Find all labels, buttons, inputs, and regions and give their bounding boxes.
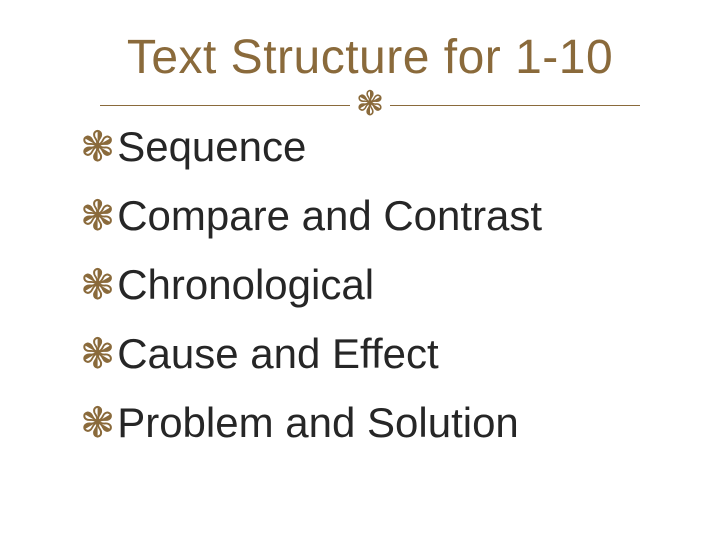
list-item: ❃ Cause and Effect: [80, 322, 660, 385]
slide-title: Text Structure for 1-10: [80, 30, 660, 85]
title-divider: ❃: [100, 95, 640, 115]
bullet-icon: ❃: [80, 196, 115, 238]
list-item-label: Chronological: [117, 253, 374, 316]
divider-line-left: [100, 105, 350, 106]
flourish-icon: ❃: [350, 95, 391, 115]
bullet-icon: ❃: [80, 265, 115, 307]
list-item-label: Sequence: [117, 115, 306, 178]
list-item-label: Problem and Solution: [117, 391, 519, 454]
divider-line-right: [390, 105, 640, 106]
list-item: ❃ Chronological: [80, 253, 660, 316]
bullet-icon: ❃: [80, 334, 115, 376]
bullet-icon: ❃: [80, 403, 115, 445]
list-item: ❃ Compare and Contrast: [80, 184, 660, 247]
list-item: ❃ Sequence: [80, 115, 660, 178]
slide: Text Structure for 1-10 ❃ ❃ Sequence ❃ C…: [0, 0, 720, 540]
list-item-label: Cause and Effect: [117, 322, 438, 385]
list-item-label: Compare and Contrast: [117, 184, 542, 247]
bullet-list: ❃ Sequence ❃ Compare and Contrast ❃ Chro…: [80, 115, 660, 454]
list-item: ❃ Problem and Solution: [80, 391, 660, 454]
bullet-icon: ❃: [80, 127, 115, 169]
